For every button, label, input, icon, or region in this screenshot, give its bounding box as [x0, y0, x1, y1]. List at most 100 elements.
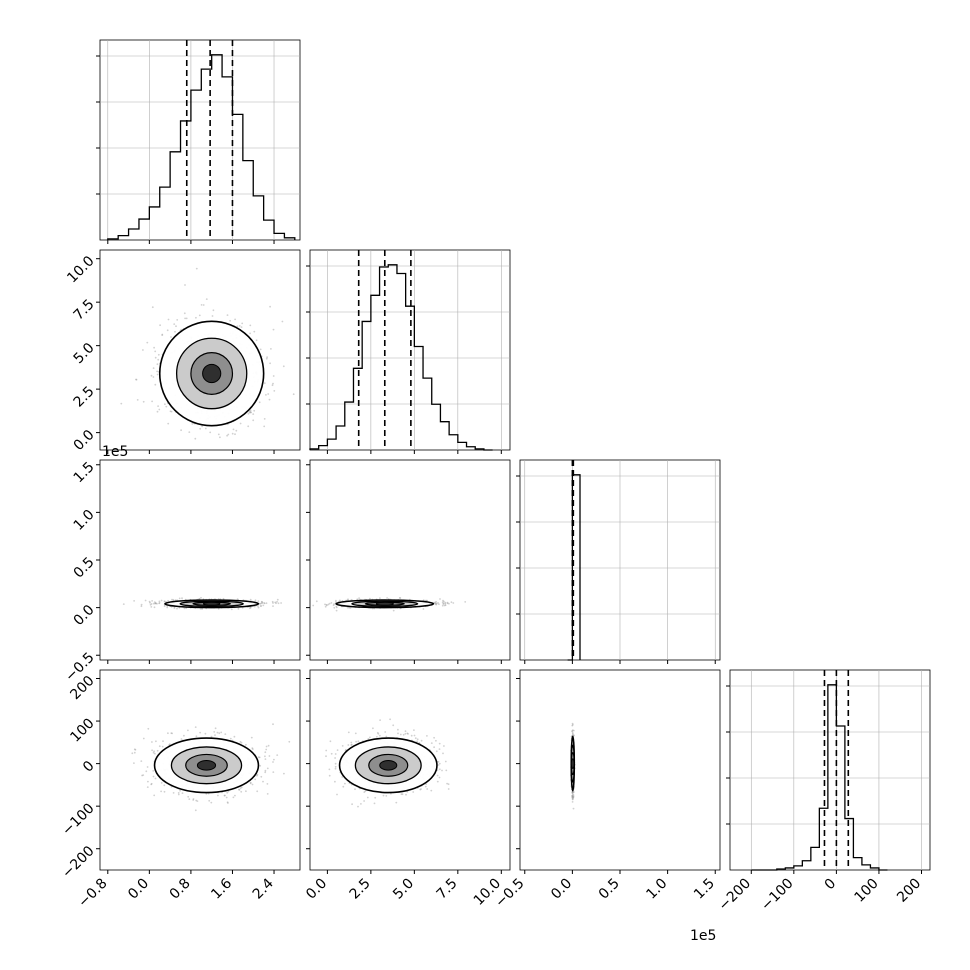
sample-point [225, 796, 228, 799]
sample-point [430, 789, 433, 792]
sample-point [248, 411, 251, 414]
sample-point [341, 776, 344, 778]
sample-point [180, 738, 183, 740]
sample-point [195, 735, 198, 738]
sample-point [240, 790, 243, 793]
sample-point [260, 600, 263, 603]
sample-point [173, 323, 176, 325]
sample-point [194, 809, 197, 812]
sample-point [230, 608, 233, 611]
sample-point [260, 605, 262, 607]
hist-frame-3 [729, 669, 931, 871]
sample-point [324, 603, 326, 606]
sample-point [249, 598, 252, 601]
sample-point [142, 737, 145, 740]
sample-point [265, 357, 268, 360]
sample-point [235, 429, 238, 432]
hist-panel-0 [96, 39, 301, 244]
sample-point [441, 601, 444, 604]
sample-point [444, 604, 447, 607]
sample-point [412, 791, 415, 793]
sample-point [335, 605, 338, 608]
sample-point [154, 752, 156, 755]
sample-point [414, 737, 417, 740]
sample-point [154, 356, 157, 359]
sample-point [433, 736, 435, 739]
sample-point [150, 603, 153, 605]
sample-point [271, 600, 274, 603]
sample-point [133, 600, 136, 602]
sample-point [334, 757, 336, 759]
sample-point [162, 740, 164, 743]
sample-point [170, 732, 173, 734]
sample-point [446, 782, 448, 785]
sample-point [157, 358, 160, 361]
sample-point [333, 606, 336, 609]
sample-point [152, 367, 155, 369]
sample-point [142, 400, 145, 403]
sample-point [152, 775, 155, 778]
sample-point [402, 733, 405, 736]
sample-point [435, 602, 437, 605]
sample-point [236, 598, 239, 600]
sample-point [171, 732, 174, 735]
sample-point [249, 606, 252, 609]
sample-point [240, 741, 243, 744]
sample-point [422, 608, 425, 610]
sample-point [226, 314, 229, 316]
sample-point [249, 411, 252, 414]
sample-point [401, 793, 404, 796]
sample-point [183, 734, 185, 737]
sample-point [192, 799, 195, 801]
sample-point [151, 306, 154, 309]
panel-content [131, 723, 291, 812]
sample-point [349, 607, 352, 609]
sample-point [264, 751, 267, 754]
sample-point [216, 731, 219, 734]
sample-point [251, 748, 254, 750]
sample-point [214, 727, 217, 730]
sample-point [151, 400, 154, 403]
sample-point [255, 339, 258, 342]
density-contour-3 [196, 760, 217, 771]
sample-point [444, 760, 447, 763]
sample-point [249, 782, 252, 785]
sample-point [437, 764, 440, 766]
sample-point [154, 602, 157, 605]
sample-point [357, 805, 359, 808]
sample-point [377, 732, 380, 735]
sample-point [187, 729, 189, 732]
sample-point [328, 774, 331, 777]
sample-point [212, 309, 215, 312]
sample-point [253, 330, 256, 333]
sample-point [259, 348, 262, 351]
sample-point [150, 782, 153, 785]
sample-point [157, 405, 160, 407]
sample-point [200, 304, 203, 306]
panel-frame [309, 459, 511, 661]
density-contour-3 [203, 601, 221, 606]
sample-point [245, 790, 247, 793]
sample-point [174, 330, 176, 333]
sample-point [335, 609, 338, 612]
sample-point [433, 601, 436, 604]
sample-point [354, 732, 357, 735]
sample-point [336, 793, 338, 796]
sample-point [262, 604, 265, 607]
sample-point [247, 425, 250, 428]
sample-point [442, 599, 444, 602]
sample-point [272, 328, 275, 331]
sample-point [151, 600, 154, 602]
sample-point [378, 734, 381, 737]
sample-point [250, 411, 252, 413]
sample-point [136, 399, 139, 401]
sample-point [406, 732, 409, 735]
sample-point [269, 362, 271, 365]
sample-point [178, 597, 181, 600]
sample-point [252, 413, 255, 415]
sample-point [154, 383, 157, 386]
sample-point [446, 602, 449, 605]
sample-point [265, 602, 268, 605]
sample-point [204, 732, 207, 735]
panel-content [122, 596, 282, 611]
